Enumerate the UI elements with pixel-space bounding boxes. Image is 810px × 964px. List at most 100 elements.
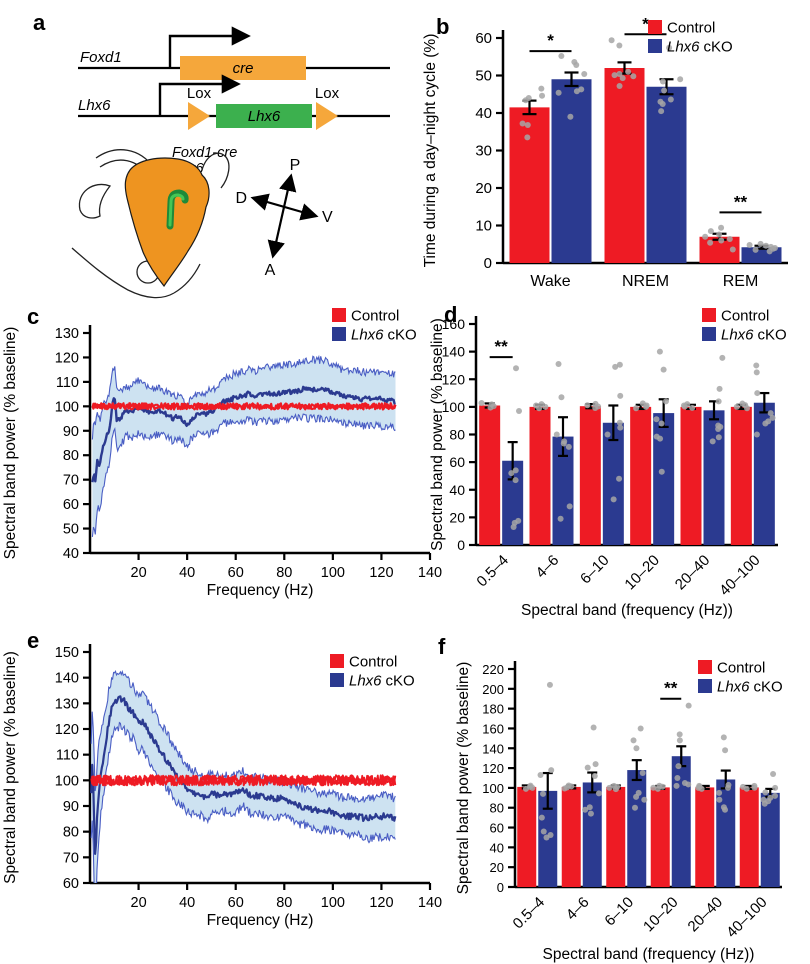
svg-text:*: *	[547, 31, 554, 50]
svg-text:160: 160	[442, 316, 466, 332]
compass: P A D V	[235, 157, 333, 279]
svg-text:6–10: 6–10	[577, 552, 613, 588]
compass-dv-axis	[250, 193, 319, 221]
lox-left-label: Lox	[187, 85, 212, 102]
cre-box	[180, 56, 306, 80]
svg-text:20–40: 20–40	[672, 552, 714, 594]
svg-text:140: 140	[482, 741, 504, 756]
panel-a-illustration: Foxd1 cre Lhx6 Lox Lox Lhx6 Foxd1-cre Lh…	[71, 26, 390, 299]
svg-text:130: 130	[55, 696, 79, 712]
svg-text:6–10: 6–10	[601, 894, 637, 930]
svg-text:100: 100	[321, 895, 345, 911]
svg-text:Control: Control	[349, 654, 397, 671]
svg-text:**: **	[495, 337, 509, 356]
panel-f-letter: f	[438, 634, 446, 659]
svg-text:**: **	[664, 679, 678, 698]
svg-text:30: 30	[475, 143, 492, 160]
panel-c: 40 50 60 70 80 90 100 110 120 130 Spectral band po…	[0, 298, 452, 632]
svg-text:80: 80	[276, 565, 292, 581]
panel-b-chart: 0 10 20 30 40 50 60 Time during a day–night cyc…	[422, 14, 788, 290]
svg-text:Control: Control	[721, 308, 769, 325]
svg-text:**: **	[734, 192, 748, 211]
svg-text:20: 20	[131, 565, 147, 581]
svg-text:40: 40	[179, 565, 195, 581]
panel-c-letter: c	[27, 304, 40, 329]
svg-text:Control: Control	[667, 20, 715, 37]
panel-a-letter: a	[33, 10, 46, 35]
lhx6-box	[216, 104, 312, 128]
panel-d: 0 20 40 60 80 100 120 140 160 Spectral band power…	[429, 298, 810, 630]
svg-text:70: 70	[63, 850, 79, 866]
svg-text:60: 60	[490, 821, 504, 836]
foxd1-promoter-arrow	[168, 26, 251, 68]
svg-text:0.5–4: 0.5–4	[510, 894, 549, 933]
svg-text:90: 90	[63, 424, 79, 440]
svg-text:50: 50	[475, 68, 492, 85]
compass-a-label: A	[265, 262, 276, 279]
compass-d-label: D	[235, 190, 247, 207]
svg-text:20: 20	[490, 860, 504, 875]
svg-text:10–20: 10–20	[640, 894, 682, 936]
svg-text:80: 80	[276, 895, 292, 911]
panel-b-letter: b	[436, 14, 450, 39]
svg-text:0: 0	[497, 880, 504, 895]
lhx6-structure-fill	[168, 193, 185, 227]
svg-text:100: 100	[55, 773, 79, 789]
svg-text:80: 80	[63, 825, 79, 841]
svg-text:Wake: Wake	[530, 273, 570, 290]
panel-f: 0 20 40 60 80 100 120 140 160 180 200 220 Spectral b…	[430, 628, 810, 964]
svg-text:80: 80	[449, 427, 465, 443]
svg-text:70: 70	[63, 473, 79, 489]
svg-text:Spectral band power (% baselin: Spectral band power (% baseline)	[455, 662, 472, 895]
lhx6-gene-label: Lhx6	[78, 97, 111, 114]
svg-text:0.5–4: 0.5–4	[473, 552, 512, 591]
svg-text:20–40: 20–40	[685, 894, 727, 936]
svg-text:50: 50	[63, 522, 79, 538]
svg-text:100: 100	[442, 399, 466, 415]
svg-text:120: 120	[482, 761, 504, 776]
svg-text:120: 120	[369, 565, 393, 581]
foxd1-gene-label: Foxd1	[80, 49, 122, 66]
svg-text:100: 100	[482, 781, 504, 796]
compass-p-label: P	[290, 157, 301, 174]
svg-text:180: 180	[482, 702, 504, 717]
svg-text:Spectral band power (% baselin: Spectral band power (% baseline)	[2, 651, 19, 884]
svg-text:Frequency (Hz): Frequency (Hz)	[207, 912, 314, 929]
lox-right-triangle	[316, 102, 338, 130]
lhx6-promoter-arrow	[158, 74, 241, 116]
lox-right-label: Lox	[315, 85, 340, 102]
svg-text:0: 0	[484, 255, 492, 272]
svg-text:40: 40	[179, 895, 195, 911]
panel-c-chart: 40 50 60 70 80 90 100 110 120 130 Spectral band po…	[2, 308, 442, 600]
svg-text:140: 140	[442, 344, 466, 360]
svg-text:NREM: NREM	[622, 273, 669, 290]
svg-text:60: 60	[63, 497, 79, 513]
svg-text:4–6: 4–6	[563, 894, 593, 924]
svg-text:Spectral band power (% baselin: Spectral band power (% baseline)	[430, 318, 446, 551]
svg-text:60: 60	[475, 30, 492, 47]
svg-text:40: 40	[449, 482, 465, 498]
svg-text:110: 110	[56, 375, 79, 391]
svg-text:120: 120	[55, 722, 79, 738]
panel-e: 60 70 80 90 100 110 120 130 140 150 Spectral band …	[0, 628, 452, 964]
svg-text:160: 160	[482, 721, 504, 736]
panel-d-letter: d	[444, 302, 458, 327]
svg-text:Spectral band (frequency (Hz)): Spectral band (frequency (Hz))	[543, 946, 755, 963]
svg-text:200: 200	[482, 682, 504, 697]
svg-text:20: 20	[449, 509, 465, 525]
svg-text:60: 60	[228, 565, 244, 581]
lox-left-triangle	[188, 102, 210, 130]
svg-text:110: 110	[56, 748, 79, 764]
svg-text:10–20: 10–20	[621, 552, 663, 594]
svg-text:120: 120	[55, 350, 79, 366]
svg-text:40–100: 40–100	[716, 552, 763, 599]
svg-text:0: 0	[457, 537, 465, 553]
svg-text:140: 140	[418, 565, 442, 581]
compass-ap-axis	[267, 173, 297, 259]
lhx6-box-label: Lhx6	[248, 108, 281, 125]
